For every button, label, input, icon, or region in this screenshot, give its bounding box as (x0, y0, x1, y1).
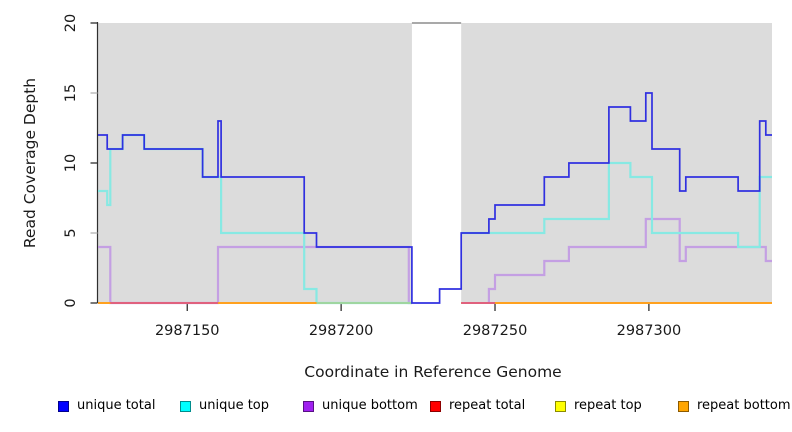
x-axis-title: Coordinate in Reference Genome (304, 363, 561, 381)
series-unique-bottom (98, 245, 412, 305)
no-data-gap-band (411, 23, 462, 303)
x-tick-label: 2987250 (463, 323, 528, 339)
y-tick-label: 10 (63, 154, 79, 172)
chart-generated-layer: 0 5 10 15 20 2987150 2987200 2987250 2987300 (63, 14, 772, 339)
y-tick-label: 0 (63, 298, 79, 307)
y-tick-label: 5 (63, 228, 79, 237)
y-tick-label: 15 (63, 84, 79, 102)
series-unique-top (461, 161, 772, 249)
x-tick-label: 2987200 (309, 323, 374, 339)
series-unique-bottom (487, 217, 772, 303)
x-tick-label: 2987300 (617, 323, 682, 339)
series-unique-total (98, 92, 772, 304)
y-tick-label: 20 (63, 14, 79, 32)
x-tick-label: 2987150 (155, 323, 220, 339)
y-axis-title: Read Coverage Depth (21, 78, 39, 248)
